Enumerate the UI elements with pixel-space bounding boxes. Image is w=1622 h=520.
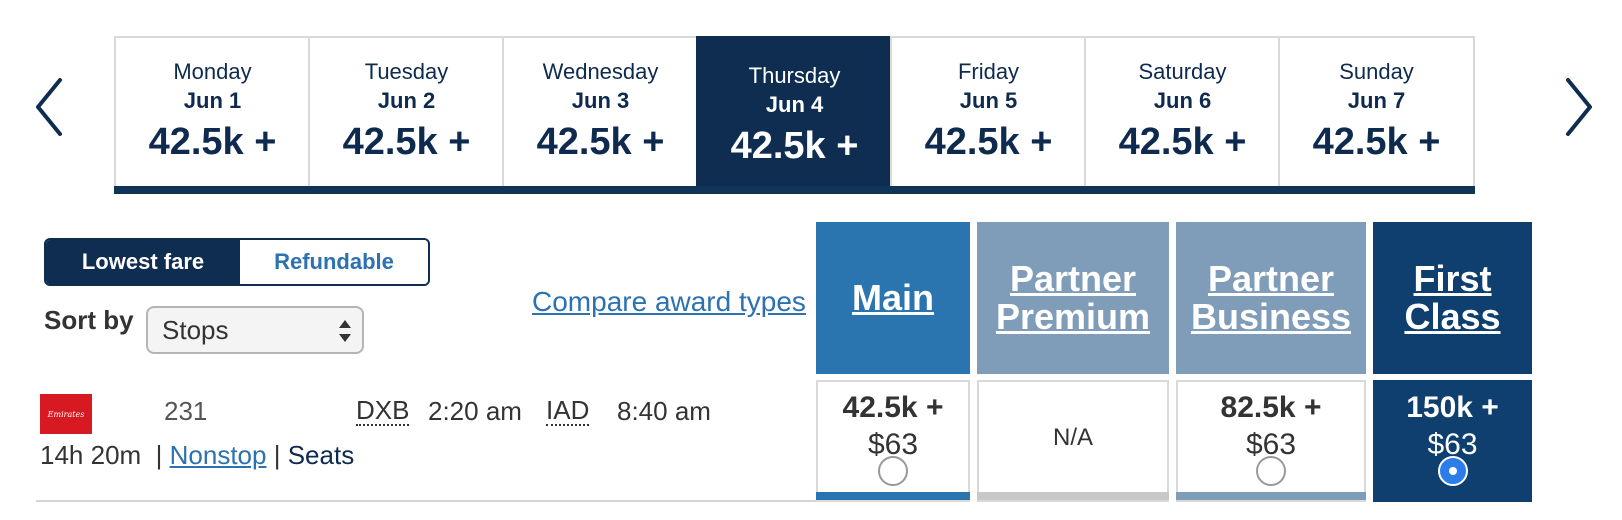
date-tab-price: 42.5k + — [730, 125, 859, 167]
arrival-time: 8:40 am — [617, 396, 711, 426]
airline-logo-text: Emirates — [47, 409, 85, 419]
nonstop-link[interactable]: Nonstop — [169, 440, 267, 470]
sort-by-select[interactable]: Stops — [146, 306, 364, 354]
date-tab-day: Thursday — [748, 63, 841, 88]
sort-by-label: Sort by — [44, 305, 134, 335]
date-tab-sunday[interactable]: Sunday Jun 7 42.5k + — [1278, 36, 1475, 194]
date-tabs: Monday Jun 1 42.5k + Tuesday Jun 2 42.5k… — [114, 36, 1514, 194]
cabin-header-line1: Partner — [1207, 258, 1335, 299]
fare-type-toggle: Lowest fare Refundable — [44, 238, 430, 286]
select-arrows-icon — [339, 320, 351, 342]
date-tab-day: Saturday — [1138, 59, 1227, 84]
date-tab-date: Jun 2 — [377, 88, 436, 113]
fare-tax: $63 — [1245, 428, 1297, 461]
fare-miles: 82.5k + — [1220, 391, 1322, 424]
date-tab-date: Jun 1 — [183, 88, 242, 113]
fare-miles: 42.5k + — [842, 391, 944, 424]
date-tab-date: Jun 3 — [571, 88, 630, 113]
row-divider — [36, 500, 842, 502]
cabin-header-partner-business[interactable]: Partner Business — [1176, 222, 1366, 374]
cabin-header-line2: Class — [1404, 296, 1501, 337]
fare-not-available: N/A — [1052, 424, 1093, 451]
previous-week-button[interactable] — [30, 72, 70, 142]
fare-cell-bar — [1176, 492, 1366, 500]
cabin-header-line2: Business — [1190, 296, 1352, 337]
fare-radio[interactable] — [1256, 456, 1286, 486]
destination-airport[interactable]: IAD — [546, 395, 590, 426]
date-tab-price: 42.5k + — [148, 121, 277, 163]
date-tab-price: 42.5k + — [1118, 121, 1247, 163]
date-tab-thursday[interactable]: Thursday Jun 4 42.5k + — [696, 36, 893, 194]
flight-details-line: 14h 20m | Nonstop | Seats — [40, 440, 354, 471]
fare-cell-first-class[interactable]: 150k + $63 — [1373, 380, 1532, 502]
cabin-header-first-class[interactable]: First Class — [1373, 222, 1532, 374]
fare-cell-bar — [816, 492, 970, 500]
departure-time: 2:20 am — [428, 396, 522, 426]
fare-radio[interactable] — [878, 456, 908, 486]
date-tab-saturday[interactable]: Saturday Jun 6 42.5k + — [1084, 36, 1281, 194]
fare-cell-main[interactable]: 42.5k + $63 — [816, 380, 970, 502]
cabin-header-line1: First — [1413, 258, 1492, 299]
airline-logo: Emirates — [40, 394, 92, 434]
date-tab-date: Jun 6 — [1153, 88, 1212, 113]
lowest-fare-option[interactable]: Lowest fare — [46, 240, 240, 284]
fare-miles: 150k + — [1406, 391, 1499, 424]
cabin-header-line2: Premium — [995, 296, 1151, 337]
date-tab-day: Tuesday — [364, 59, 449, 84]
date-tab-price: 42.5k + — [924, 121, 1053, 163]
date-tab-date: Jun 5 — [959, 88, 1018, 113]
date-tab-tuesday[interactable]: Tuesday Jun 2 42.5k + — [308, 36, 505, 194]
fare-cell-bar — [1373, 492, 1532, 500]
cabin-header-partner-premium[interactable]: Partner Premium — [977, 222, 1169, 374]
date-tab-price: 42.5k + — [342, 121, 471, 163]
cabin-header-main[interactable]: Main — [816, 222, 970, 374]
flight-duration: 14h 20m — [40, 440, 142, 470]
seats-link[interactable]: Seats — [287, 440, 355, 470]
cabin-header-line1: Partner — [1009, 258, 1137, 299]
date-tab-date: Jun 4 — [765, 92, 824, 117]
date-tab-day: Monday — [173, 59, 252, 84]
next-week-button[interactable] — [1558, 72, 1598, 142]
refundable-option[interactable]: Refundable — [240, 240, 428, 284]
date-tab-friday[interactable]: Friday Jun 5 42.5k + — [890, 36, 1087, 194]
date-tab-date: Jun 7 — [1347, 88, 1406, 113]
separator: | — [155, 440, 163, 470]
fare-cell-bar — [977, 492, 1169, 500]
separator: | — [273, 440, 281, 470]
sort-by-value: Stops — [162, 314, 229, 345]
date-tab-day: Wednesday — [542, 59, 659, 84]
chevron-right-icon — [1566, 78, 1592, 136]
fare-radio-selected[interactable] — [1437, 456, 1468, 486]
date-tab-monday[interactable]: Monday Jun 1 42.5k + — [114, 36, 311, 194]
origin-airport[interactable]: DXB — [356, 395, 410, 426]
chevron-left-icon — [36, 78, 62, 136]
flight-number: 231 — [164, 396, 208, 426]
fare-cell-partner-business[interactable]: 82.5k + $63 — [1176, 380, 1366, 502]
date-tab-wednesday[interactable]: Wednesday Jun 3 42.5k + — [502, 36, 699, 194]
fare-tax: $63 — [1427, 428, 1478, 461]
date-tab-day: Sunday — [1339, 59, 1414, 84]
fare-tax: $63 — [867, 428, 919, 461]
fare-cell-partner-premium: N/A — [977, 380, 1169, 502]
date-tab-price: 42.5k + — [1312, 121, 1441, 163]
date-tab-day: Friday — [957, 59, 1020, 84]
compare-award-types-link[interactable]: Compare award types — [532, 286, 806, 317]
cabin-header-line1: Main — [851, 277, 934, 318]
date-tab-price: 42.5k + — [536, 121, 665, 163]
